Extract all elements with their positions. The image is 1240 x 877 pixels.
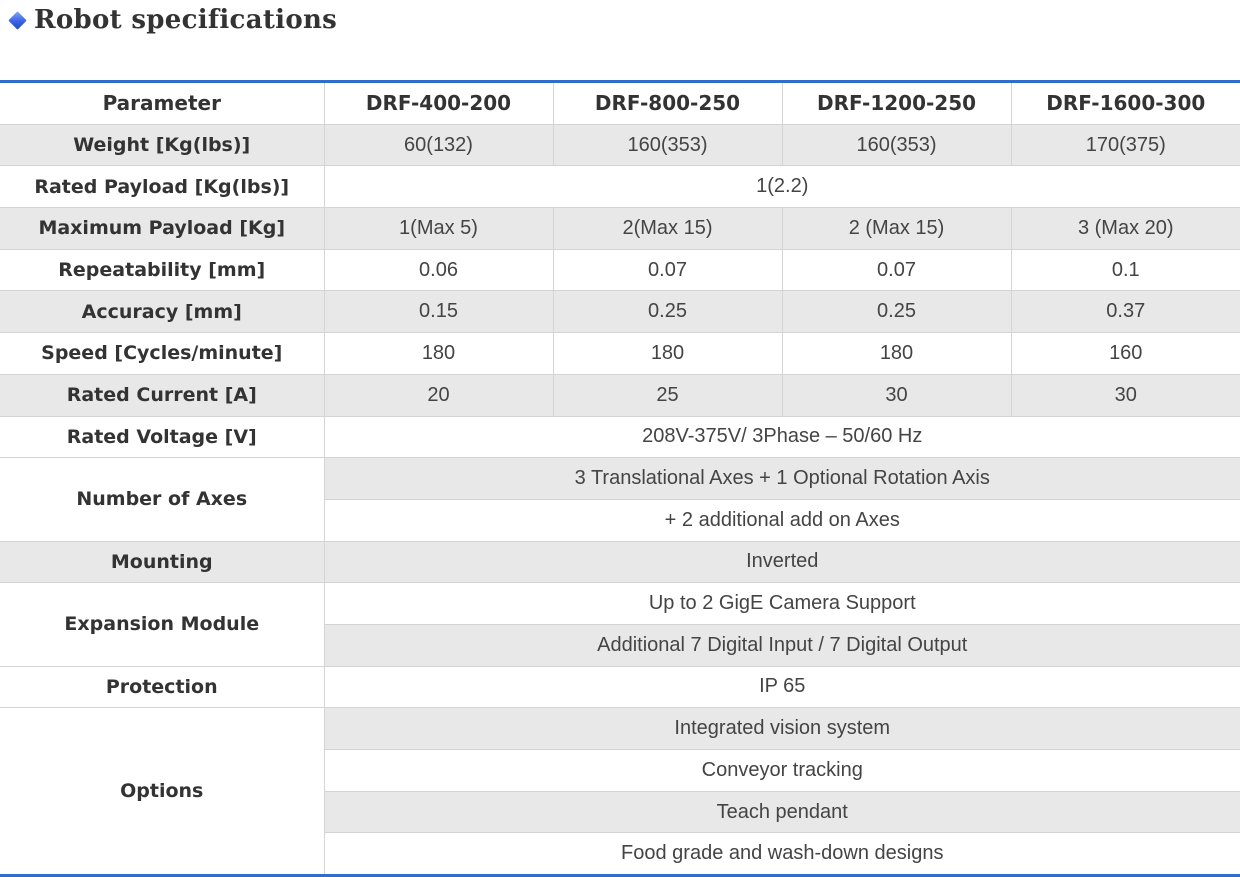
cell-value: 25: [552, 373, 783, 417]
spec-table: Parameter DRF-400-200 DRF-800-250 DRF-12…: [0, 80, 1240, 877]
cell-value: Up to 2 GigE Camera Support: [323, 582, 1240, 625]
table-row: Maximum Payload [Kg] 1(Max 5) 2(Max 15) …: [0, 207, 1240, 250]
cell-value: Teach pendant: [324, 790, 1240, 834]
table-row: Repeatability [mm] 0.06 0.07 0.07 0.1: [0, 248, 1240, 292]
row-label: Rated Current [A]: [0, 373, 325, 417]
header-model: DRF-1600-300: [1010, 81, 1240, 125]
cell-value: 180: [781, 332, 1012, 375]
cell-value: Integrated vision system: [323, 707, 1240, 750]
row-label: Speed [Cycles/minute]: [0, 332, 325, 375]
table-row: Teach pendant: [0, 790, 1240, 834]
cell-value: 3 (Max 20): [1010, 207, 1240, 250]
title-row: Robot specifications: [8, 2, 337, 38]
cell-value: 0.06: [323, 248, 554, 292]
table-row: Options Integrated vision system: [0, 707, 1240, 877]
cell-value: IP 65: [323, 665, 1240, 709]
cell-value: 30: [781, 373, 1012, 417]
cell-value: 2 (Max 15): [781, 207, 1012, 250]
table-row: + 2 additional add on Axes: [0, 498, 1240, 542]
header-model: DRF-1200-250: [781, 81, 1012, 125]
table-row: Mounting Inverted: [0, 540, 1240, 584]
cell-value: 160(353): [552, 123, 783, 167]
cell-value: 160: [1010, 332, 1240, 375]
cell-value: 0.1: [1010, 248, 1240, 292]
table-row: Weight [Kg(lbs)] 60(132) 160(353) 160(35…: [0, 123, 1240, 167]
header-model: DRF-800-250: [552, 81, 783, 125]
table-row: Expansion Module Up to 2 GigE Camera Sup…: [0, 582, 1240, 667]
cell-value: Inverted: [323, 540, 1240, 584]
row-label: Repeatability [mm]: [0, 248, 325, 292]
table-row: Rated Voltage [V] 208V-375V/ 3Phase – 50…: [0, 415, 1240, 459]
cell-value: 30: [1010, 373, 1240, 417]
table-row: Accuracy [mm] 0.15 0.25 0.25 0.37: [0, 290, 1240, 334]
row-label: Number of Axes: [0, 457, 325, 542]
cell-value: 208V-375V/ 3Phase – 50/60 Hz: [323, 415, 1240, 459]
row-label: Protection: [0, 665, 325, 709]
cell-value: 20: [323, 373, 554, 417]
diamond-bullet-icon: [8, 10, 27, 30]
header-model: DRF-400-200: [323, 81, 554, 125]
row-label: Maximum Payload [Kg]: [0, 207, 325, 250]
cell-value: 0.25: [552, 290, 783, 334]
header-parameter: Parameter: [0, 81, 325, 125]
cell-value: 0.37: [1010, 290, 1240, 334]
cell-value: Conveyor tracking: [324, 749, 1240, 792]
table-row: Additional 7 Digital Input / 7 Digital O…: [0, 623, 1240, 667]
cell-value: 2(Max 15): [552, 207, 783, 250]
cell-value: 0.07: [552, 248, 783, 292]
table-row: Rated Payload [Kg(lbs)] 1(2.2): [0, 165, 1240, 209]
cell-value: 1(Max 5): [323, 207, 554, 250]
row-label: Options: [0, 707, 325, 877]
cell-value: 0.15: [323, 290, 554, 334]
cell-value: 3 Translational Axes + 1 Optional Rotati…: [323, 457, 1240, 500]
table-row: Rated Current [A] 20 25 30 30: [0, 373, 1240, 417]
cell-value: + 2 additional add on Axes: [324, 498, 1240, 542]
cell-value: Additional 7 Digital Input / 7 Digital O…: [324, 623, 1240, 667]
table-row: Speed [Cycles/minute] 180 180 180 160: [0, 332, 1240, 375]
cell-value: 0.25: [781, 290, 1012, 334]
cell-value: 60(132): [323, 123, 554, 167]
table-row: Number of Axes 3 Translational Axes + 1 …: [0, 457, 1240, 542]
table-row: Conveyor tracking: [0, 749, 1240, 792]
row-label: Weight [Kg(lbs)]: [0, 123, 325, 167]
cell-value: 180: [323, 332, 554, 375]
row-label: Expansion Module: [0, 582, 325, 667]
cell-value: 1(2.2): [323, 165, 1240, 209]
page-title: Robot specifications: [34, 5, 338, 35]
table-row: Food grade and wash-down designs: [0, 832, 1240, 877]
cell-value: 180: [552, 332, 783, 375]
row-label: Mounting: [0, 540, 325, 584]
table-row: Protection IP 65: [0, 665, 1240, 709]
cell-value: 170(375): [1010, 123, 1240, 167]
header-row: Parameter DRF-400-200 DRF-800-250 DRF-12…: [0, 81, 1240, 125]
row-label: Rated Voltage [V]: [0, 415, 325, 459]
row-label: Accuracy [mm]: [0, 290, 325, 334]
cell-value: Food grade and wash-down designs: [324, 832, 1240, 877]
row-label: Rated Payload [Kg(lbs)]: [0, 165, 325, 209]
cell-value: 160(353): [781, 123, 1012, 167]
cell-value: 0.07: [781, 248, 1012, 292]
